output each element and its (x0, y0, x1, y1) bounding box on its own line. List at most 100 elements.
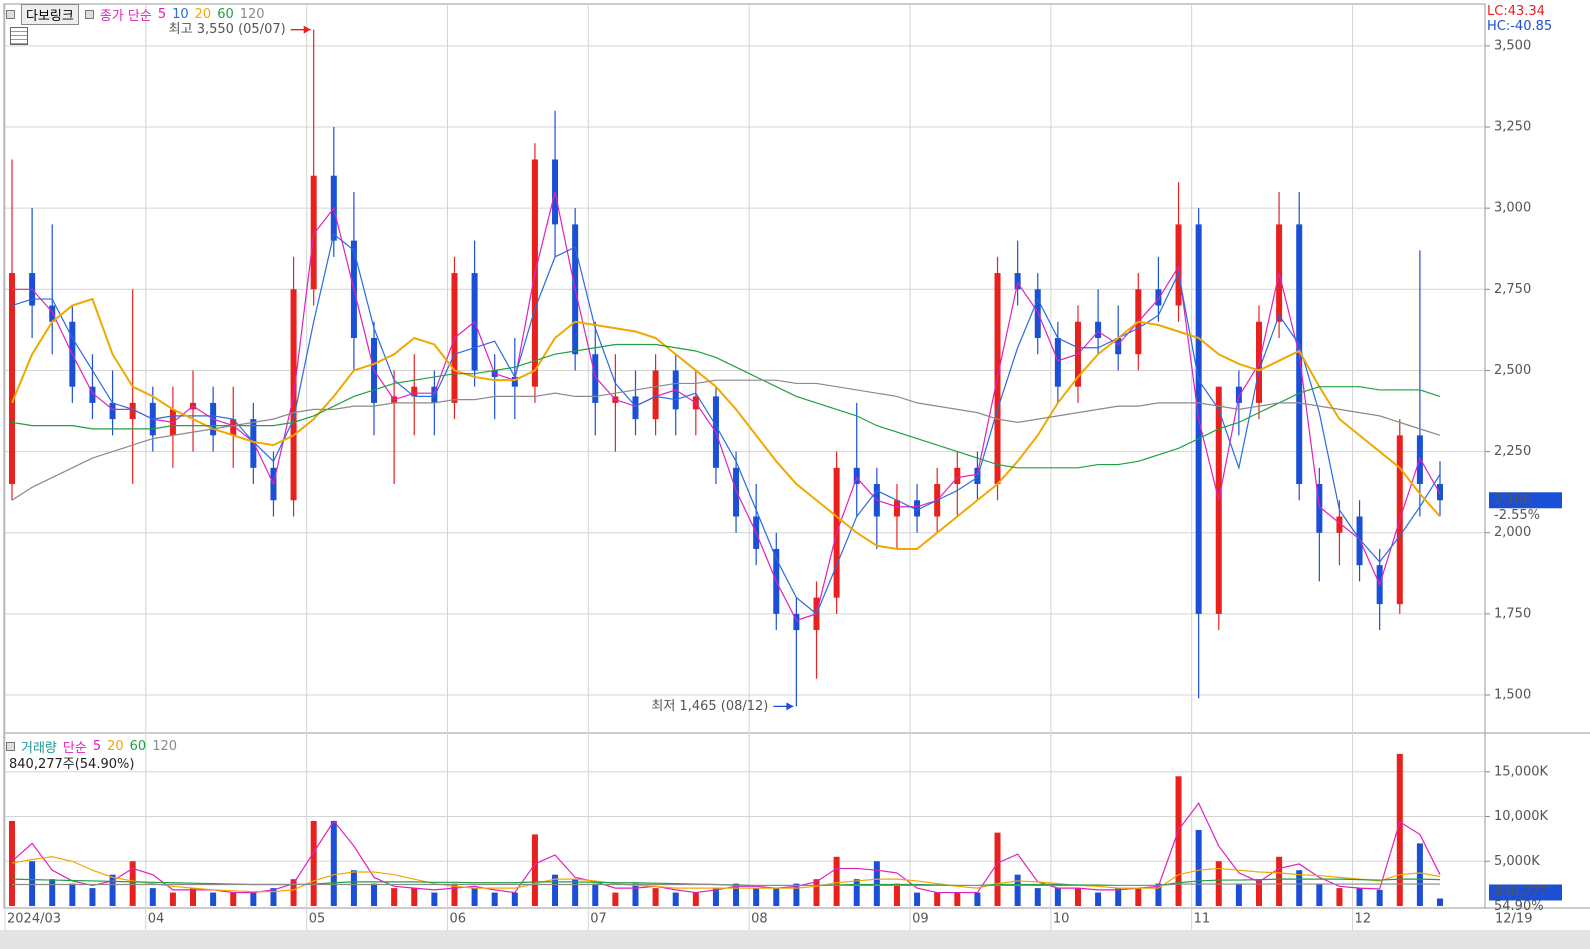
legend-entry: 20 (107, 739, 124, 754)
candle-body (1356, 516, 1363, 566)
x-tick-label: 06 (449, 912, 466, 927)
volume-header: 거래량 단순 5 20 60 120 (6, 737, 177, 756)
volume-bar (89, 888, 96, 906)
volume-bar (1316, 883, 1323, 906)
y-tick-label: 1,750 (1494, 606, 1531, 621)
candle-body (1115, 337, 1122, 355)
candle-body (49, 305, 56, 322)
x-tick-label: 04 (148, 912, 165, 927)
volume-ma-line (12, 883, 1440, 887)
volume-bar (69, 883, 76, 906)
volume-bar (29, 861, 36, 906)
volume-bar (109, 874, 116, 906)
hc: HC:-40.85 (1487, 19, 1553, 34)
volume-bar (813, 879, 820, 906)
icon[interactable] (10, 27, 28, 45)
y-tick-label: 2,250 (1494, 444, 1531, 459)
volume-bar (853, 879, 860, 906)
volume-bar (873, 861, 880, 906)
x-tick-label: 07 (590, 912, 607, 927)
ma-line (11, 297, 1441, 550)
candle-body (89, 386, 96, 403)
lc-hc: LC:43.34 HC:-40.85 (1487, 4, 1552, 34)
lc: LC:43.34 (1487, 4, 1545, 19)
volume-info-text: 840,277주(54.90%) (9, 757, 135, 772)
volume-bar (310, 821, 317, 906)
volume-bar (753, 888, 760, 906)
legend-entry: 5 (92, 739, 102, 754)
volume-bar (1276, 856, 1283, 906)
volume-bar (451, 883, 458, 906)
volume-bar (1095, 892, 1102, 906)
volume-bar (129, 861, 136, 906)
y-tick-label: 3,500 (1494, 38, 1531, 53)
volume-bar (1356, 888, 1363, 906)
volume-bar (1296, 870, 1303, 906)
y-tick-label: 10,000K (1494, 809, 1548, 824)
volume-bar (612, 892, 619, 906)
candle-body (1235, 386, 1242, 403)
volume-bar (1195, 829, 1202, 906)
volume-bar (149, 888, 156, 906)
stock-name[interactable]: 다보링크 (21, 4, 79, 25)
plot-frame (3, 3, 1486, 909)
volume-bar (190, 888, 197, 906)
last-volume: 840,277 (1494, 885, 1548, 900)
volume-bar (1437, 898, 1443, 906)
volume-bar (491, 892, 498, 906)
last-price: 2,100 (1494, 493, 1531, 508)
candle-body (853, 467, 860, 485)
volume-bar (893, 883, 900, 906)
volume-bar (1054, 888, 1061, 906)
legend-entry: 120 (239, 7, 265, 22)
volume-bar (49, 879, 56, 906)
last-price-tag (1489, 492, 1562, 509)
volume-bar (1376, 889, 1383, 906)
candle-body (1336, 516, 1343, 533)
price-header: 다보링크 종가 단순 5 10 20 60 120 (6, 4, 265, 25)
volume-bar (733, 883, 740, 906)
candle-body (954, 467, 961, 485)
ma-line (11, 379, 1441, 501)
candle-body (511, 376, 518, 387)
ma-label: 종가 단순 (99, 9, 152, 24)
volume-bar (1175, 776, 1182, 906)
volume-bar (632, 883, 639, 906)
candle-body (129, 402, 136, 420)
x-tick-label: 09 (912, 912, 929, 927)
volume-bar (914, 892, 921, 906)
volume-bar (934, 892, 941, 906)
volume-bar (974, 892, 981, 906)
volume-bar (833, 856, 840, 906)
volume-bar (1396, 753, 1403, 906)
volume-info: 840,277주(54.90%) (9, 753, 134, 772)
candle-body (914, 500, 921, 517)
volume-bar (471, 888, 478, 906)
candle-body (592, 354, 599, 403)
volume-bar (712, 888, 719, 906)
candle-body (733, 467, 740, 517)
x-tick-label: 11 (1194, 912, 1211, 927)
last-volume-tag (1489, 884, 1562, 901)
candle-body (1034, 289, 1041, 338)
legend-entry: 60 (129, 739, 147, 754)
grid (4, 5, 1485, 930)
volume-bar (230, 892, 237, 906)
volume-bar (1255, 879, 1262, 906)
candle-body (1316, 484, 1323, 533)
candle-body (652, 370, 659, 420)
icon (84, 10, 94, 19)
y-tick-label: 15,000K (1494, 764, 1548, 779)
table-icon[interactable] (10, 27, 28, 45)
legend-entry: 120 (152, 739, 178, 754)
volume-ma-line (11, 856, 1441, 893)
legend-entry: 20 (194, 7, 212, 22)
candle-body (431, 386, 438, 403)
volume-bar (1336, 888, 1343, 906)
volume-bar (552, 874, 559, 906)
ma-line (11, 233, 1441, 615)
ma-line (11, 343, 1441, 469)
legend-entry: 5 (157, 7, 167, 22)
candle-body (893, 500, 900, 517)
